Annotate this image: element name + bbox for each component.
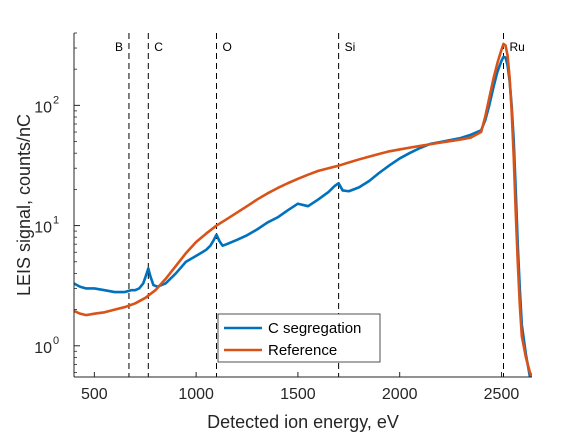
x-tick-label-1500: 1500: [280, 386, 316, 403]
annotation-label-c: C: [154, 40, 163, 54]
legend-box: [217, 313, 381, 363]
series-line-1: [74, 42, 532, 377]
y-tick-base: 10: [34, 340, 52, 357]
y-tick-label-2: 10: [34, 99, 52, 116]
legend-label-0: C segregation: [268, 320, 361, 337]
y-tick-exponent-0: 0: [53, 335, 59, 347]
annotation-lines: [128, 33, 505, 377]
x-tick-label-500: 500: [81, 386, 108, 403]
annotation-label-o: O: [222, 40, 231, 54]
legend-label-1: Reference: [268, 342, 337, 359]
series-line-0: [74, 55, 532, 377]
annotation-label-si: Si: [345, 40, 356, 54]
y-tick-base: 10: [34, 220, 52, 237]
y-tick-exponent-2: 2: [53, 94, 59, 106]
annotation-labels: B C O Si Ru: [115, 40, 525, 54]
legend: C segregation Reference: [217, 313, 381, 363]
annotation-label-ru: Ru: [510, 40, 525, 54]
y-tick-label-1: 10: [34, 220, 52, 237]
y-tick-base: 10: [34, 99, 52, 116]
series-layer: [74, 42, 532, 377]
x-tick-label-2000: 2000: [382, 386, 418, 403]
y-tick-exponent-1: 1: [53, 215, 59, 227]
annotation-label-b: B: [115, 40, 123, 54]
x-tick-label-2500: 2500: [484, 386, 520, 403]
y-tick-label-0: 10: [34, 340, 52, 357]
y-axis-label: LEIS signal, counts/nC: [14, 114, 34, 296]
x-tick-label-1000: 1000: [178, 386, 214, 403]
x-axis-label: Detected ion energy, eV: [207, 412, 399, 432]
